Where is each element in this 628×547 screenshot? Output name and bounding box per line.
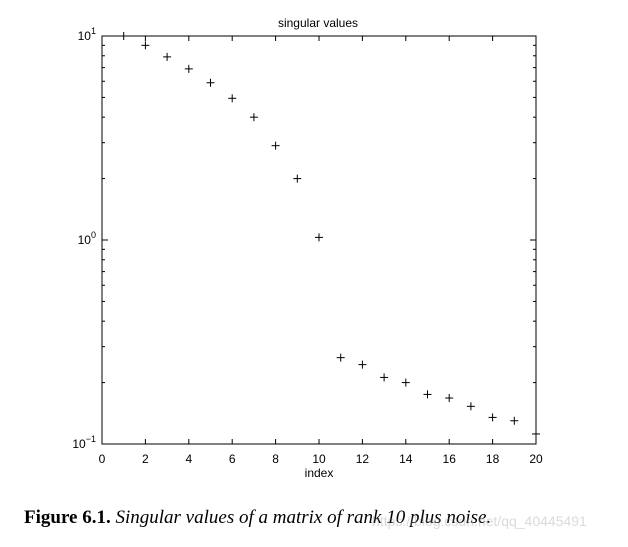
x-axis-ticks: 0 2 4 6 8 10 12 14 16 18 20 bbox=[99, 36, 543, 466]
x-tick-label: 0 bbox=[99, 452, 106, 466]
data-point bbox=[184, 64, 193, 73]
data-point bbox=[293, 174, 302, 183]
x-tick-label: 4 bbox=[185, 452, 192, 466]
data-point bbox=[206, 78, 215, 87]
x-tick-label: 8 bbox=[272, 452, 279, 466]
data-point bbox=[228, 94, 237, 103]
x-tick-label: 2 bbox=[142, 452, 149, 466]
y-tick-label: 100 bbox=[78, 230, 96, 247]
caption-label: Figure 6.1. bbox=[24, 507, 111, 528]
data-point bbox=[380, 373, 389, 382]
data-point bbox=[163, 52, 172, 61]
chart-title: singular values bbox=[278, 16, 358, 30]
x-tick-label: 18 bbox=[486, 452, 500, 466]
x-tick-label: 20 bbox=[529, 452, 543, 466]
data-point bbox=[336, 353, 345, 362]
data-point bbox=[271, 141, 280, 150]
data-point bbox=[315, 233, 323, 242]
figure-caption: Figure 6.1. Singular values of a matrix … bbox=[24, 507, 624, 529]
data-point bbox=[445, 394, 454, 403]
watermark: https://blog.csdn.net/qq_40445491 bbox=[372, 513, 587, 529]
data-point bbox=[141, 41, 150, 50]
x-axis-label: index bbox=[305, 466, 334, 480]
x-tick-label: 14 bbox=[399, 452, 413, 466]
data-point bbox=[423, 390, 432, 399]
data-points bbox=[119, 32, 540, 438]
data-point bbox=[358, 360, 367, 369]
y-tick-label: 10−1 bbox=[72, 434, 96, 451]
data-point bbox=[510, 416, 519, 425]
data-point bbox=[119, 32, 128, 40]
x-tick-label: 6 bbox=[229, 452, 236, 466]
caption-text: Singular values of a matrix of rank 10 p… bbox=[115, 507, 492, 528]
y-tick-label: 101 bbox=[78, 26, 96, 43]
data-point bbox=[249, 113, 258, 122]
x-tick-label: 10 bbox=[312, 452, 326, 466]
singular-values-chart: singular values 0 2 4 6 8 10 12 14 16 18 20 101 100… bbox=[72, 16, 543, 480]
data-point bbox=[401, 378, 410, 387]
data-point bbox=[532, 429, 540, 438]
y-axis-ticks: 101 100 10−1 bbox=[72, 26, 536, 451]
x-tick-label: 12 bbox=[356, 452, 370, 466]
data-point bbox=[488, 413, 497, 422]
data-point bbox=[466, 402, 475, 411]
x-tick-label: 16 bbox=[443, 452, 457, 466]
